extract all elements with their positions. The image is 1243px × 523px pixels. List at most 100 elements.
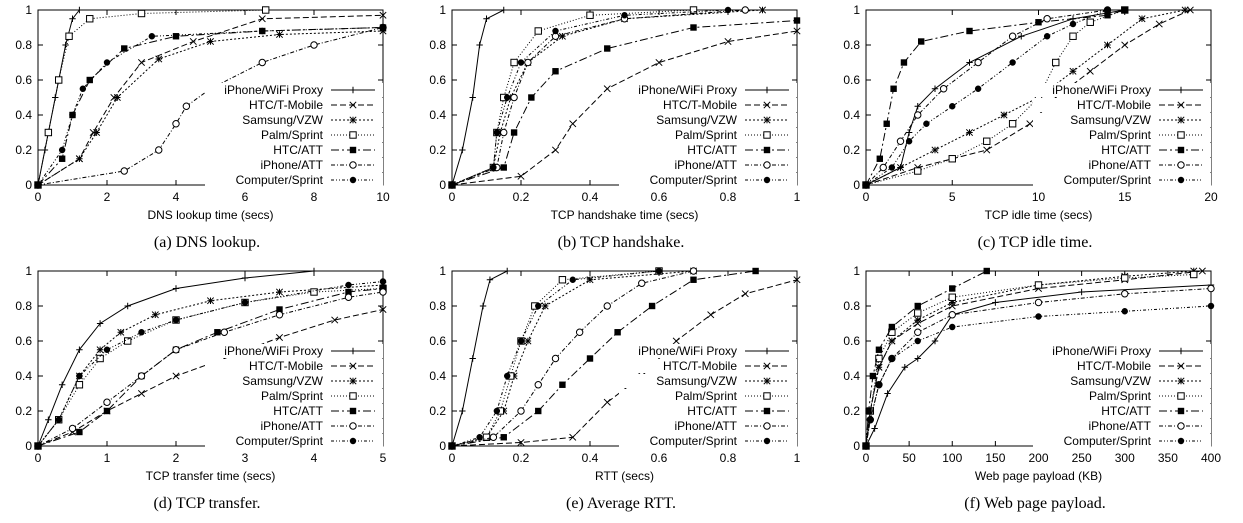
- data-point: [517, 407, 525, 415]
- legend-label: iPhone/ATT: [1089, 158, 1152, 172]
- x-tick-label: 1: [794, 190, 801, 204]
- data-point: [524, 337, 532, 345]
- x-axis-label: RTT (secs): [595, 469, 654, 483]
- legend-bg: [205, 158, 383, 172]
- data-point: [510, 58, 518, 67]
- data-point: [379, 305, 387, 314]
- data-point: [504, 372, 511, 380]
- data-point: [479, 302, 487, 310]
- data-point: [931, 146, 939, 154]
- data-point: [76, 6, 83, 14]
- legend: iPhone/WiFi ProxyHTC/T-MobileSamsung/VZW…: [205, 83, 383, 187]
- data-point: [500, 164, 507, 171]
- legend-marker: [763, 131, 771, 139]
- data-point: [888, 164, 896, 171]
- data-point: [914, 103, 921, 110]
- data-point: [552, 68, 559, 75]
- y-tick-label: 0: [439, 178, 446, 192]
- chart-caption: (b) TCP handshake.: [557, 234, 685, 251]
- data-point: [517, 438, 525, 447]
- data-point: [552, 27, 559, 35]
- series-line: [37, 9, 80, 186]
- chart-svg: 0 0.2 0.4 0.6 0.8 1 0 0.2 0.4 0.6 0.8 1 TCP handshak…: [429, 3, 801, 222]
- legend-label: iPhone/ATT: [261, 158, 324, 172]
- series-line: [37, 30, 384, 186]
- x-tick-label: 50: [902, 451, 916, 465]
- data-point: [888, 337, 896, 345]
- data-point: [949, 103, 956, 110]
- legend-label: HTC/ATT: [1101, 404, 1151, 418]
- data-point: [569, 276, 576, 283]
- data-point: [689, 6, 698, 14]
- data-point: [638, 279, 646, 287]
- series-line: [451, 9, 505, 186]
- data-point: [258, 58, 266, 67]
- y-tick-label: 0: [853, 439, 860, 453]
- x-tick-label: 10: [376, 190, 390, 204]
- data-point: [182, 102, 191, 110]
- legend-bg: [205, 344, 383, 358]
- x-tick-label: 100: [942, 451, 962, 465]
- data-point: [469, 355, 476, 362]
- legend-label: iPhone/WiFi Proxy: [638, 83, 737, 97]
- x-tick-label: 0: [35, 451, 42, 465]
- chart-caption: (c) TCP idle time.: [977, 234, 1093, 251]
- data-point: [1086, 67, 1094, 75]
- x-tick-label: 0.2: [513, 190, 530, 204]
- data-point: [966, 27, 973, 35]
- data-point: [535, 407, 542, 415]
- data-point: [655, 58, 663, 67]
- legend-marker: [763, 146, 771, 154]
- x-tick-label: 5: [949, 190, 956, 204]
- data-point: [55, 416, 62, 423]
- legend-bg: [205, 419, 383, 433]
- data-point: [275, 333, 284, 342]
- data-point: [1103, 41, 1112, 49]
- data-point: [220, 328, 229, 336]
- chart-svg: 0 0.2 0.4 0.6 0.8 1 0 50 100 150 200 250 300 350 400 We…: [843, 264, 1221, 483]
- series-line: [865, 9, 1186, 186]
- x-tick-label: 2: [104, 190, 111, 204]
- data-point: [871, 425, 878, 432]
- data-point: [62, 41, 69, 49]
- data-point: [879, 163, 887, 172]
- data-point: [79, 85, 87, 92]
- legend-marker: [1177, 161, 1185, 169]
- data-point: [690, 276, 697, 283]
- legend-bg: [619, 389, 797, 403]
- data-point: [614, 329, 621, 336]
- data-point: [559, 381, 566, 388]
- data-point: [890, 85, 897, 92]
- y-tick-label: 0.4: [15, 369, 32, 383]
- x-tick-label: 250: [1072, 451, 1092, 465]
- chart-panel-3: 0 0.2 0.4 0.6 0.8 1 0 5 10 15 20 TCP idle time (sec…: [828, 0, 1242, 261]
- data-point: [603, 85, 611, 93]
- data-point: [75, 155, 83, 163]
- data-point: [1043, 33, 1051, 40]
- data-point: [1008, 120, 1017, 128]
- data-point: [876, 155, 883, 162]
- legend-bg: [619, 359, 797, 373]
- legend-marker: [763, 377, 771, 385]
- data-point: [259, 27, 266, 35]
- data-point: [275, 311, 284, 319]
- legend-marker: [349, 437, 357, 445]
- data-point: [1069, 67, 1077, 75]
- legend-bg: [205, 128, 383, 142]
- y-tick-label: 0.2: [15, 404, 32, 418]
- x-tick-label: 0: [35, 190, 42, 204]
- data-point: [724, 6, 732, 14]
- data-point: [901, 364, 909, 371]
- x-tick-label: 0.6: [651, 190, 668, 204]
- x-tick-label: 8: [311, 190, 318, 204]
- data-point: [214, 329, 221, 336]
- legend-label: Samsung/VZW: [1070, 113, 1151, 127]
- legend-bg: [619, 173, 797, 187]
- legend-bg: [1033, 434, 1211, 448]
- legend-marker: [763, 176, 771, 184]
- data-point: [923, 120, 930, 127]
- legend-marker: [763, 116, 771, 124]
- x-tick-label: 0.8: [720, 190, 737, 204]
- legend-bg: [205, 404, 383, 418]
- data-point: [276, 306, 283, 313]
